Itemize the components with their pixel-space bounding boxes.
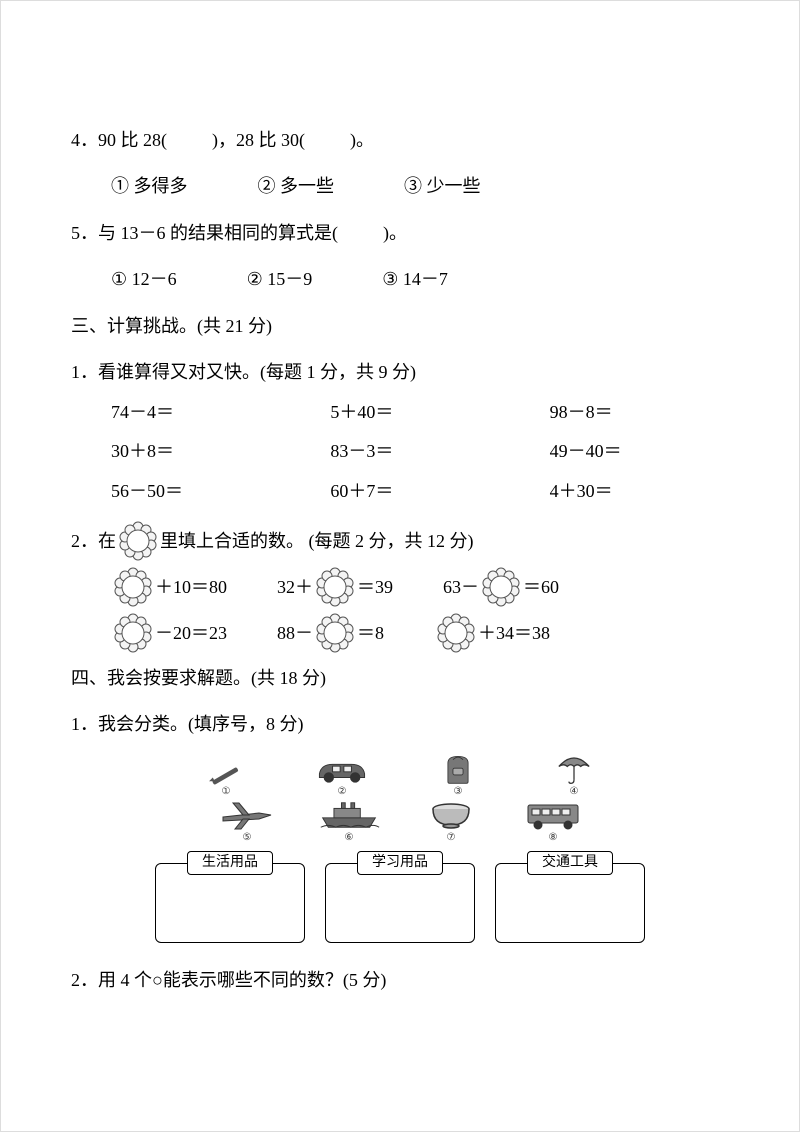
eq-item: 32＋ ＝39 bbox=[277, 567, 393, 607]
q4-opt-3: ③ 少一些 bbox=[404, 167, 481, 207]
category-label: 生活用品 bbox=[187, 851, 273, 875]
s4q1-categories: 生活用品 学习用品 交通工具 bbox=[71, 851, 729, 943]
bag-icon: ③ bbox=[430, 753, 486, 797]
category-label: 交通工具 bbox=[527, 851, 613, 875]
q5-text-a: 5．与 13－6 的结果相同的算式是( bbox=[71, 223, 338, 243]
q5-text-b: )。 bbox=[383, 223, 407, 243]
q4-text-c: )。 bbox=[350, 130, 374, 150]
calc-item: 30＋8＝ bbox=[111, 432, 290, 472]
eq-item: 88－ ＝8 bbox=[277, 613, 384, 653]
category-box: 生活用品 bbox=[155, 851, 305, 943]
category-box: 学习用品 bbox=[325, 851, 475, 943]
flower-icon bbox=[481, 567, 521, 607]
calc-item: 74－4＝ bbox=[111, 393, 290, 433]
calc-item: 98－8＝ bbox=[550, 393, 729, 433]
flower-icon bbox=[113, 613, 153, 653]
s3q2-prefix: 2．在 bbox=[71, 522, 116, 562]
plane-icon: ⑤ bbox=[219, 799, 275, 843]
calc-item: 60＋7＝ bbox=[330, 472, 509, 512]
calc-item: 5＋40＝ bbox=[330, 393, 509, 433]
s4q1-icons-row1: ① ② ③ ④ bbox=[71, 753, 729, 797]
eq-item: ＋10＝80 bbox=[111, 567, 227, 607]
bowl-icon: ⑦ bbox=[423, 799, 479, 843]
q4-opt-2: ② 多一些 bbox=[258, 167, 335, 207]
s4q1-title: 1．我会分类。(填序号，8 分) bbox=[71, 705, 729, 745]
calc-item: 49－40＝ bbox=[550, 432, 729, 472]
s3q2-title: 2．在 里填上合适的数。 (每题 2 分，共 12 分) bbox=[71, 521, 729, 561]
s3q2-row1: ＋10＝80 32＋ ＝39 63－ ＝60 bbox=[71, 567, 729, 607]
category-dropbox bbox=[155, 863, 305, 943]
s4q1-icons-row2: ⑤ ⑥ ⑦ ⑧ bbox=[71, 799, 729, 843]
calc-item: 83－3＝ bbox=[330, 432, 509, 472]
category-box: 交通工具 bbox=[495, 851, 645, 943]
umbrella-icon: ④ bbox=[546, 753, 602, 797]
q4-opt-1: ① 多得多 bbox=[111, 167, 188, 207]
eq-item: －20＝23 bbox=[111, 613, 227, 653]
section-4-title: 四、我会按要求解题。(共 18 分) bbox=[71, 659, 729, 699]
bus-icon: ⑧ bbox=[525, 799, 581, 843]
q5-opt-2: ② 15－9 bbox=[247, 260, 313, 300]
q4-options: ① 多得多 ② 多一些 ③ 少一些 bbox=[71, 167, 729, 207]
category-label: 学习用品 bbox=[357, 851, 443, 875]
calc-item: 4＋30＝ bbox=[550, 472, 729, 512]
category-dropbox bbox=[325, 863, 475, 943]
pen-icon: ① bbox=[198, 753, 254, 797]
ship-icon: ⑥ bbox=[321, 799, 377, 843]
q5-opt-1: ① 12－6 bbox=[111, 260, 177, 300]
car-icon: ② bbox=[314, 753, 370, 797]
question-5: 5．与 13－6 的结果相同的算式是( )。 bbox=[71, 214, 729, 254]
eq-item: 63－ ＝60 bbox=[443, 567, 559, 607]
q4-text-b: )，28 比 30( bbox=[212, 130, 305, 150]
s3q1-title: 1．看谁算得又对又快。(每题 1 分，共 9 分) bbox=[71, 353, 729, 393]
calc-item: 56－50＝ bbox=[111, 472, 290, 512]
s4q2-title: 2．用 4 个○能表示哪些不同的数？(5 分) bbox=[71, 961, 729, 1001]
section-3-title: 三、计算挑战。(共 21 分) bbox=[71, 307, 729, 347]
flower-icon bbox=[315, 613, 355, 653]
s3q1-grid: 74－4＝ 5＋40＝ 98－8＝ 30＋8＝ 83－3＝ 49－40＝ 56－… bbox=[71, 393, 729, 512]
flower-icon bbox=[116, 521, 160, 561]
category-dropbox bbox=[495, 863, 645, 943]
q5-opt-3: ③ 14－7 bbox=[382, 260, 448, 300]
s3q2-suffix: 里填上合适的数。 (每题 2 分，共 12 分) bbox=[160, 522, 474, 562]
eq-item: ＋34＝38 bbox=[434, 613, 550, 653]
flower-icon bbox=[113, 567, 153, 607]
q4-text-a: 4．90 比 28( bbox=[71, 130, 167, 150]
q5-options: ① 12－6 ② 15－9 ③ 14－7 bbox=[71, 260, 729, 300]
flower-icon bbox=[436, 613, 476, 653]
question-4: 4．90 比 28( )，28 比 30( )。 bbox=[71, 121, 729, 161]
flower-icon bbox=[315, 567, 355, 607]
s3q2-row2: －20＝23 88－ ＝8 ＋34＝38 bbox=[71, 613, 729, 653]
